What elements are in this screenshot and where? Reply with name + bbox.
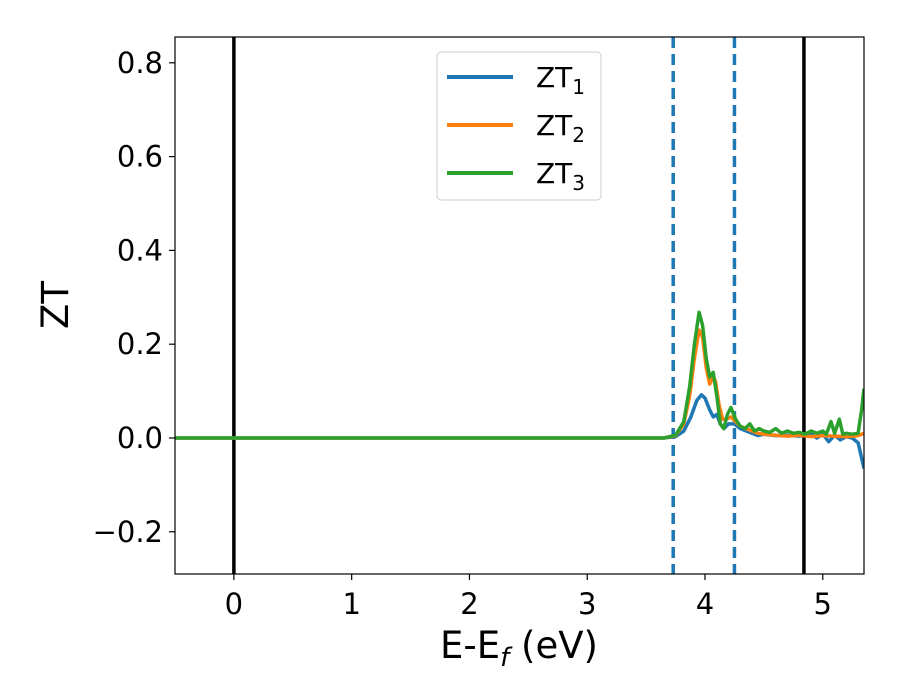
x-axis-title-unit: (eV) (509, 624, 598, 667)
reference-lines (232, 37, 806, 574)
x-tick-label: 0 (225, 587, 243, 621)
legend-frame (436, 51, 602, 201)
series-layer (175, 310, 864, 469)
y-tick-label: −0.2 (93, 515, 163, 549)
y-tick-label: 0.8 (117, 46, 163, 80)
legend-label-zt2: ZT2 (536, 109, 585, 147)
y-tick-label: 0.4 (117, 233, 163, 267)
y-axis-ticks: −0.2 0.0 0.2 0.4 0.6 0.8 (93, 46, 175, 549)
x-axis-ticks: 0 1 2 3 4 5 (225, 574, 832, 621)
x-tick-label: 2 (460, 587, 478, 621)
y-axis-title: ZT (34, 281, 77, 329)
legend-label-zt1: ZT1 (536, 61, 585, 99)
x-tick-label: 5 (814, 587, 832, 621)
series-line-zt2 (175, 328, 864, 440)
y-tick-label: 0.6 (117, 140, 163, 174)
y-tick-label: 0.0 (117, 421, 163, 455)
x-tick-label: 3 (578, 587, 596, 621)
legend: ZT1 ZT2 ZT3 (436, 51, 602, 201)
plot-frame (174, 36, 865, 575)
y-tick-label: 0.2 (117, 327, 163, 361)
x-tick-label: 1 (342, 587, 360, 621)
x-axis-title: E-Ef (eV) (440, 624, 598, 673)
x-tick-label: 4 (696, 587, 714, 621)
series-line-zt1 (175, 393, 864, 469)
series-line-zt3 (175, 310, 864, 440)
legend-label-zt3: ZT3 (536, 157, 585, 195)
x-axis-title-main: E-E (440, 624, 500, 667)
